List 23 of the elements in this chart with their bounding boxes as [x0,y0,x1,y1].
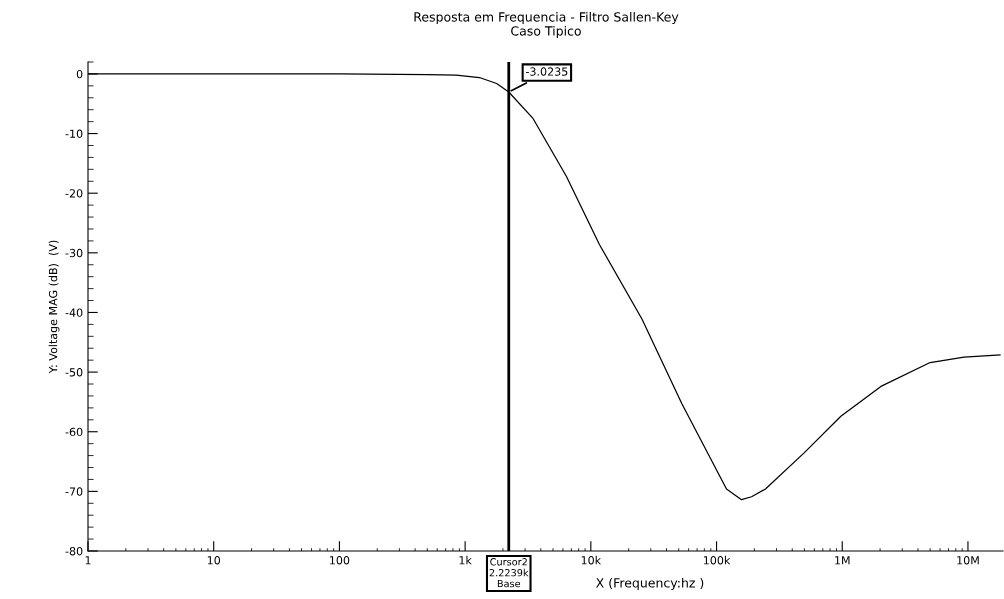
x-tick-label: 10k [581,555,602,565]
y-tick-label: -60 [65,427,83,437]
x-tick-label: 1 [85,556,91,565]
y-tick-label: -50 [65,368,83,377]
x-tick-label: 100k [703,555,731,565]
chart-title: Resposta em Frequencia - Filtro Sallen-Key [414,11,679,25]
chart-subtitle: Caso Tipico [511,25,581,39]
y-tick-label: -70 [65,487,83,496]
x-tick-label: 10M [957,556,979,565]
y-tick-label: 0 [76,69,83,79]
x-tick-label: 100 [330,556,350,565]
y-tick-label: -10 [65,129,83,138]
y-tick-label: -20 [65,189,83,198]
x-tick-label: 1k [459,555,472,565]
y-tick-label: -80 [65,546,83,556]
y-axis-title: Y: Voltage MAG (dB) (V) [48,240,60,374]
ref-line-label: Cursor2 2.2239k Base [489,558,529,588]
x-tick-label: 10 [207,556,221,565]
y-tick-label: -30 [65,248,83,258]
annotation: -3.0235 [525,67,568,76]
x-axis-title: X (Frequency:hz ) [596,577,704,590]
x-tick-label: 1M [835,556,850,565]
y-tick-label: -40 [65,308,83,317]
